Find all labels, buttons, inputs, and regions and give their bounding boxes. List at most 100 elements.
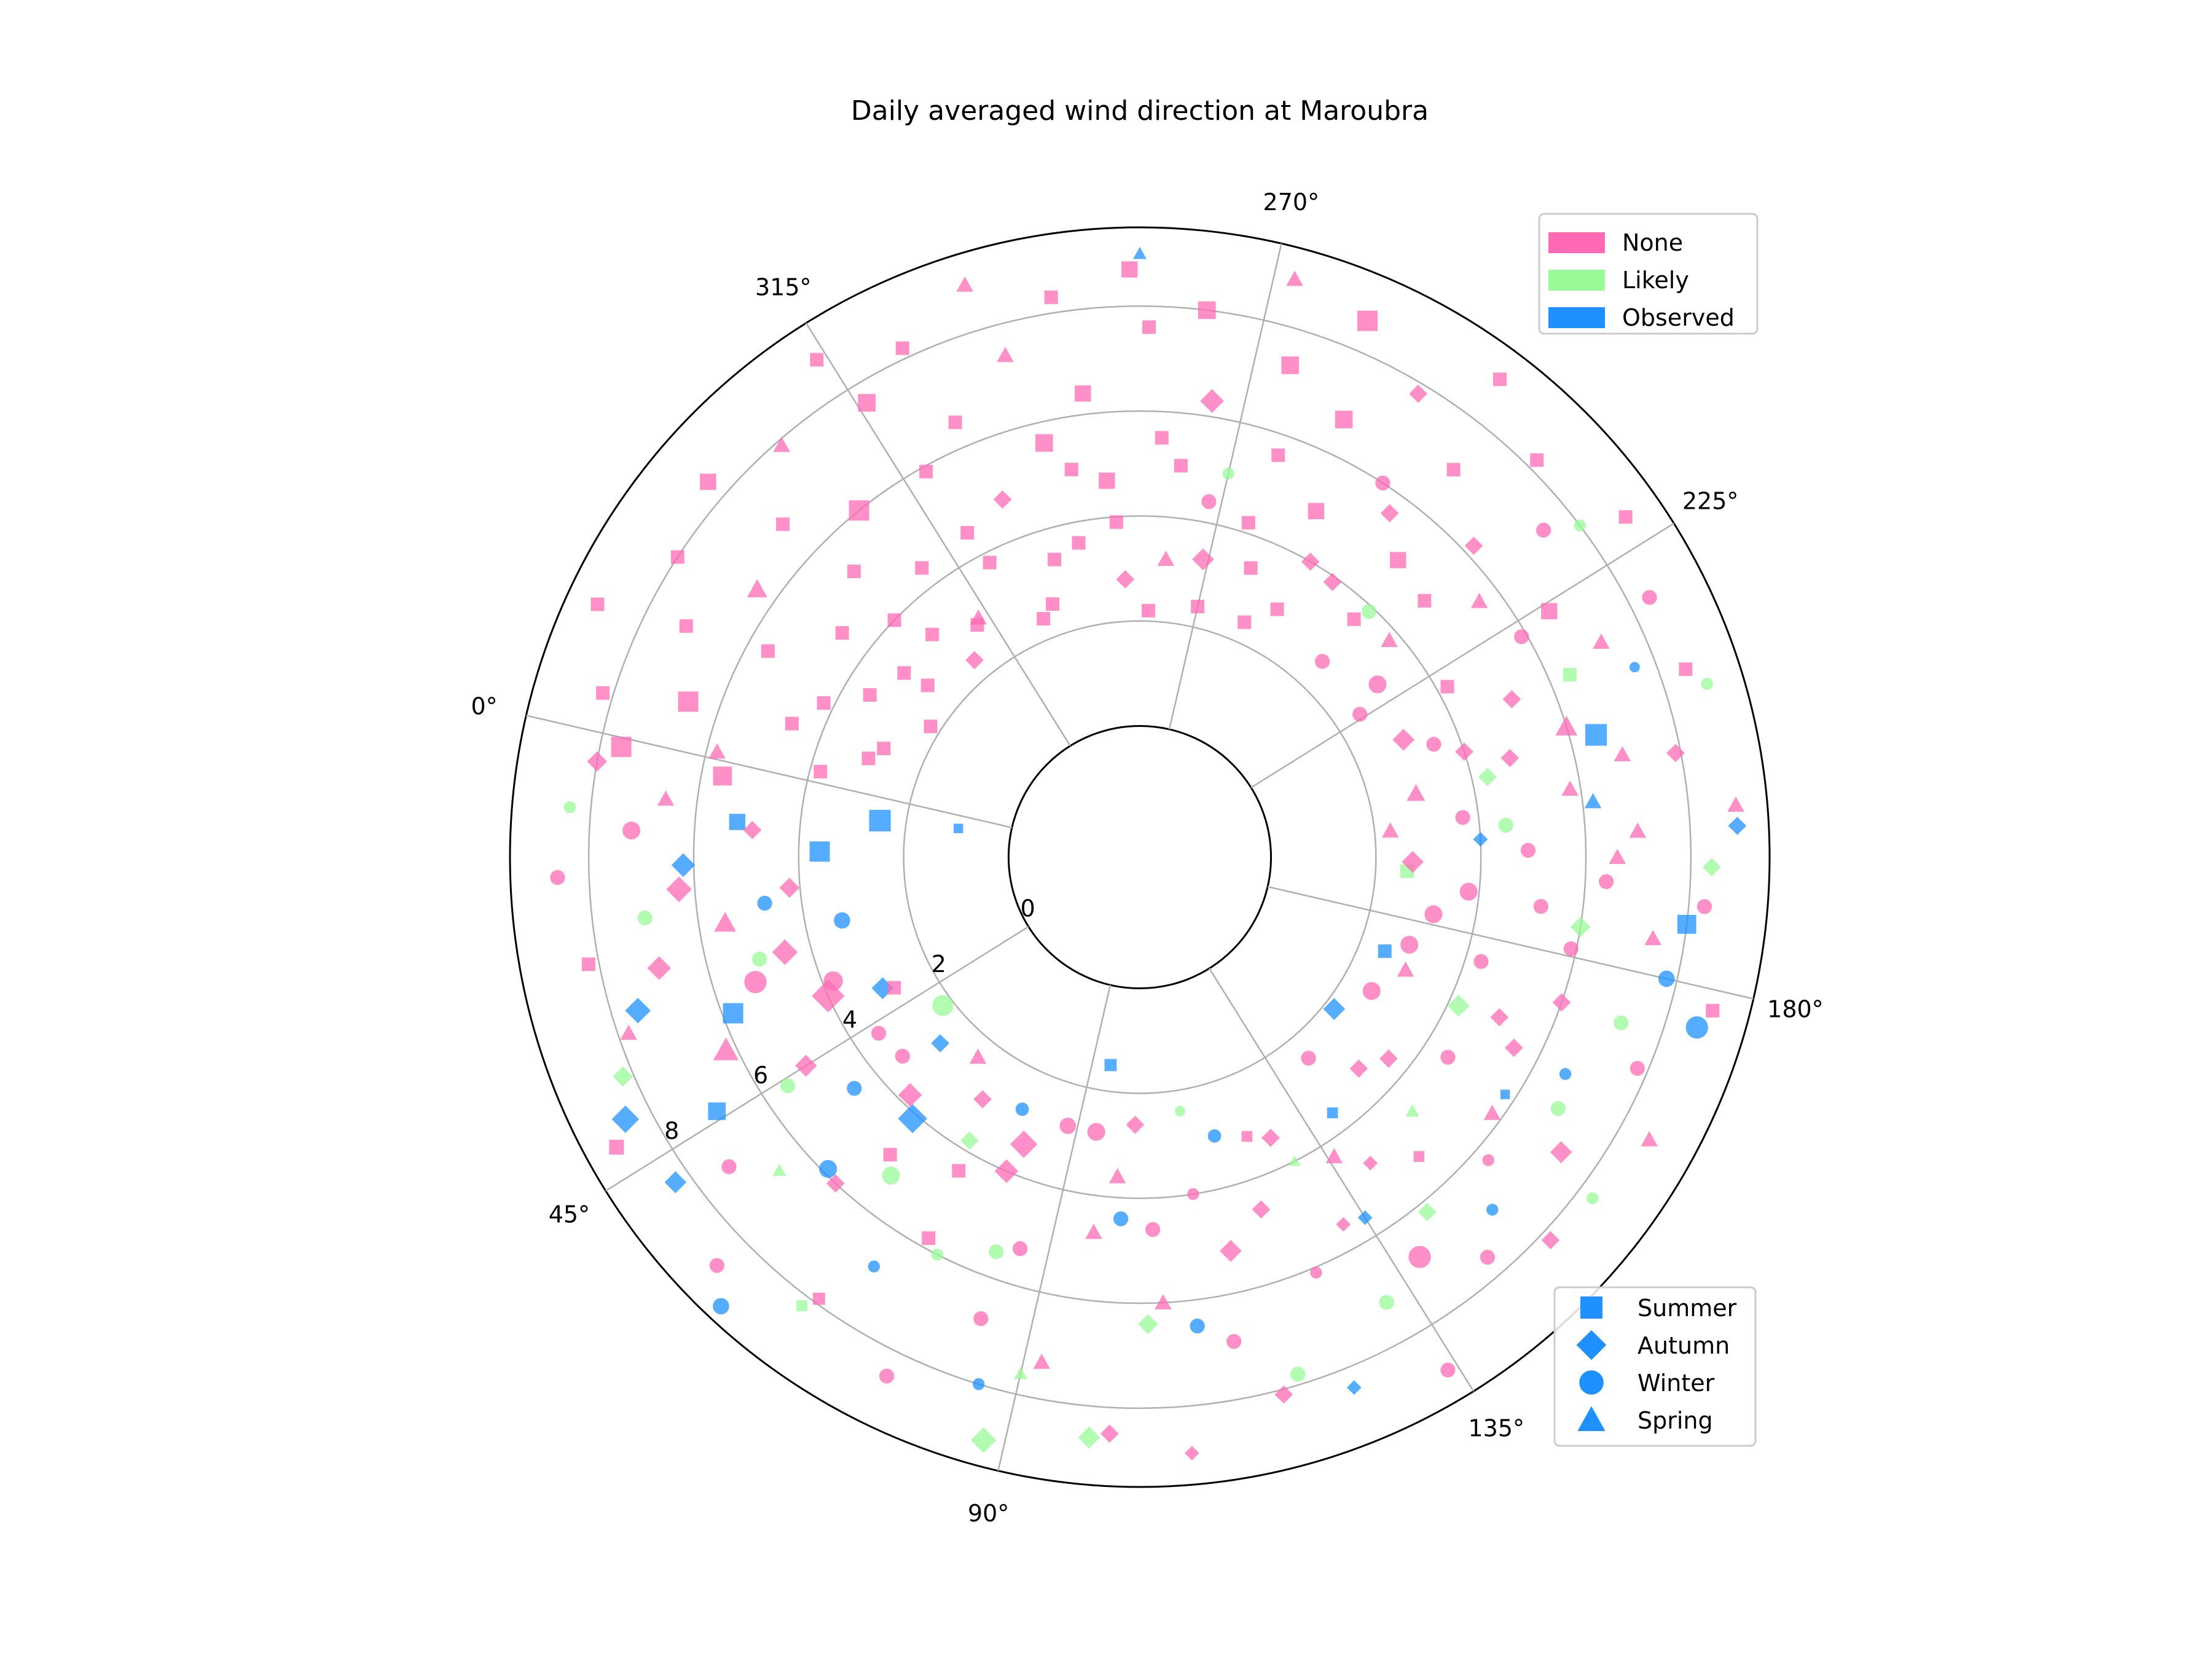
data-point-103 [973, 1311, 989, 1327]
data-point-138 [1696, 899, 1712, 914]
data-point-276 [924, 720, 938, 734]
data-point-75 [1701, 678, 1713, 690]
r-tick-label-3: 6 [753, 1062, 768, 1089]
color-legend-swatch-1 [1548, 270, 1605, 291]
data-point-93 [721, 1159, 737, 1174]
data-point-246 [1362, 982, 1381, 1000]
data-point-257 [1368, 675, 1387, 694]
data-point-200 [919, 465, 933, 479]
data-point-116 [1261, 1128, 1280, 1147]
data-point-191 [1072, 536, 1086, 550]
data-point-165 [1390, 552, 1406, 568]
data-point-189 [1075, 385, 1091, 402]
data-point-6 [625, 997, 651, 1024]
data-point-227 [666, 876, 692, 903]
polar-grid [509, 226, 1771, 1488]
data-point-142 [1629, 822, 1647, 838]
marker-legend-label-0: Summer [1637, 1295, 1737, 1322]
data-point-265 [1174, 458, 1188, 473]
data-point-42 [882, 1166, 900, 1185]
color-legend-label-0: None [1622, 229, 1683, 256]
data-point-132 [1552, 993, 1571, 1012]
outer-frame [509, 226, 1771, 1488]
data-point-178 [1286, 270, 1303, 286]
marker-legend-label-2: Winter [1637, 1370, 1715, 1397]
data-point-95 [709, 1258, 724, 1273]
data-point-159 [1470, 592, 1488, 608]
data-point-160 [1536, 522, 1551, 538]
theta-tick-label-6: 270° [1263, 189, 1320, 216]
data-point-149 [1555, 715, 1578, 736]
data-point-17 [1104, 1059, 1117, 1072]
r-gridline-1 [903, 620, 1377, 1094]
data-point-30 [1473, 832, 1488, 847]
data-points [550, 246, 1747, 1461]
data-point-278 [861, 751, 876, 766]
data-point-41 [1327, 1107, 1338, 1118]
theta-gridline-0 [525, 715, 1013, 829]
data-point-54 [1447, 995, 1470, 1017]
data-point-237 [1087, 1123, 1105, 1141]
data-point-242 [1325, 1148, 1343, 1164]
data-point-133 [1473, 954, 1489, 969]
data-point-161 [1381, 632, 1398, 647]
data-point-68 [772, 1163, 786, 1176]
data-point-108 [1126, 1115, 1145, 1134]
theta-tick-label-5: 225° [1682, 488, 1739, 515]
data-point-126 [1550, 1141, 1572, 1163]
data-point-222 [595, 686, 610, 700]
marker-legend-frame [1553, 1286, 1757, 1447]
data-point-220 [785, 716, 799, 731]
data-point-145 [1561, 780, 1579, 796]
data-point-87 [772, 939, 798, 965]
data-point-78 [713, 766, 732, 786]
data-point-130 [1397, 961, 1414, 977]
data-point-13 [898, 1104, 927, 1134]
data-point-213 [747, 579, 767, 598]
data-point-181 [1200, 389, 1224, 413]
data-point-183 [1157, 551, 1175, 566]
data-point-79 [587, 751, 608, 772]
data-point-254 [1455, 742, 1473, 761]
data-point-114 [1252, 1200, 1271, 1219]
data-point-166 [1446, 463, 1461, 477]
data-point-85 [581, 957, 595, 971]
data-point-67 [932, 995, 954, 1016]
data-point-275 [897, 666, 911, 680]
data-point-106 [1085, 1223, 1102, 1239]
data-point-153 [1593, 633, 1610, 649]
data-point-47 [1137, 1314, 1158, 1335]
data-point-277 [817, 696, 831, 710]
data-point-224 [708, 743, 726, 759]
data-point-36 [954, 823, 963, 833]
color-legend-label-2: Observed [1622, 304, 1735, 331]
data-point-19 [1207, 1129, 1222, 1143]
data-point-97 [883, 1148, 897, 1162]
data-point-146 [1666, 743, 1685, 763]
data-point-268 [1064, 463, 1078, 477]
data-point-3 [671, 853, 696, 877]
data-point-260 [1380, 504, 1399, 523]
theta-tick-label-4: 180° [1767, 995, 1824, 1022]
data-point-113 [1274, 1385, 1293, 1404]
marker-legend: Summer Autumn Winter Spring [1553, 1286, 1757, 1447]
data-point-271 [960, 526, 975, 540]
data-point-104 [1059, 1117, 1077, 1134]
data-point-128 [1641, 1131, 1658, 1147]
data-point-71 [970, 1427, 997, 1453]
data-point-101 [879, 1368, 895, 1384]
data-point-70 [931, 1249, 944, 1261]
data-point-264 [1192, 548, 1214, 571]
theta-gridline-1 [605, 926, 1029, 1192]
data-point-100 [922, 1231, 936, 1245]
data-point-262 [1237, 615, 1252, 629]
data-point-43 [960, 1131, 979, 1150]
inner-frame [1007, 724, 1273, 990]
data-point-190 [1044, 290, 1058, 304]
chart-title: Daily averaged wind direction at Maroubr… [851, 95, 1429, 127]
data-point-261 [1301, 552, 1320, 571]
data-point-170 [1409, 385, 1427, 403]
data-point-176 [1271, 448, 1285, 462]
data-point-32 [1585, 724, 1607, 746]
data-point-230 [887, 981, 901, 995]
